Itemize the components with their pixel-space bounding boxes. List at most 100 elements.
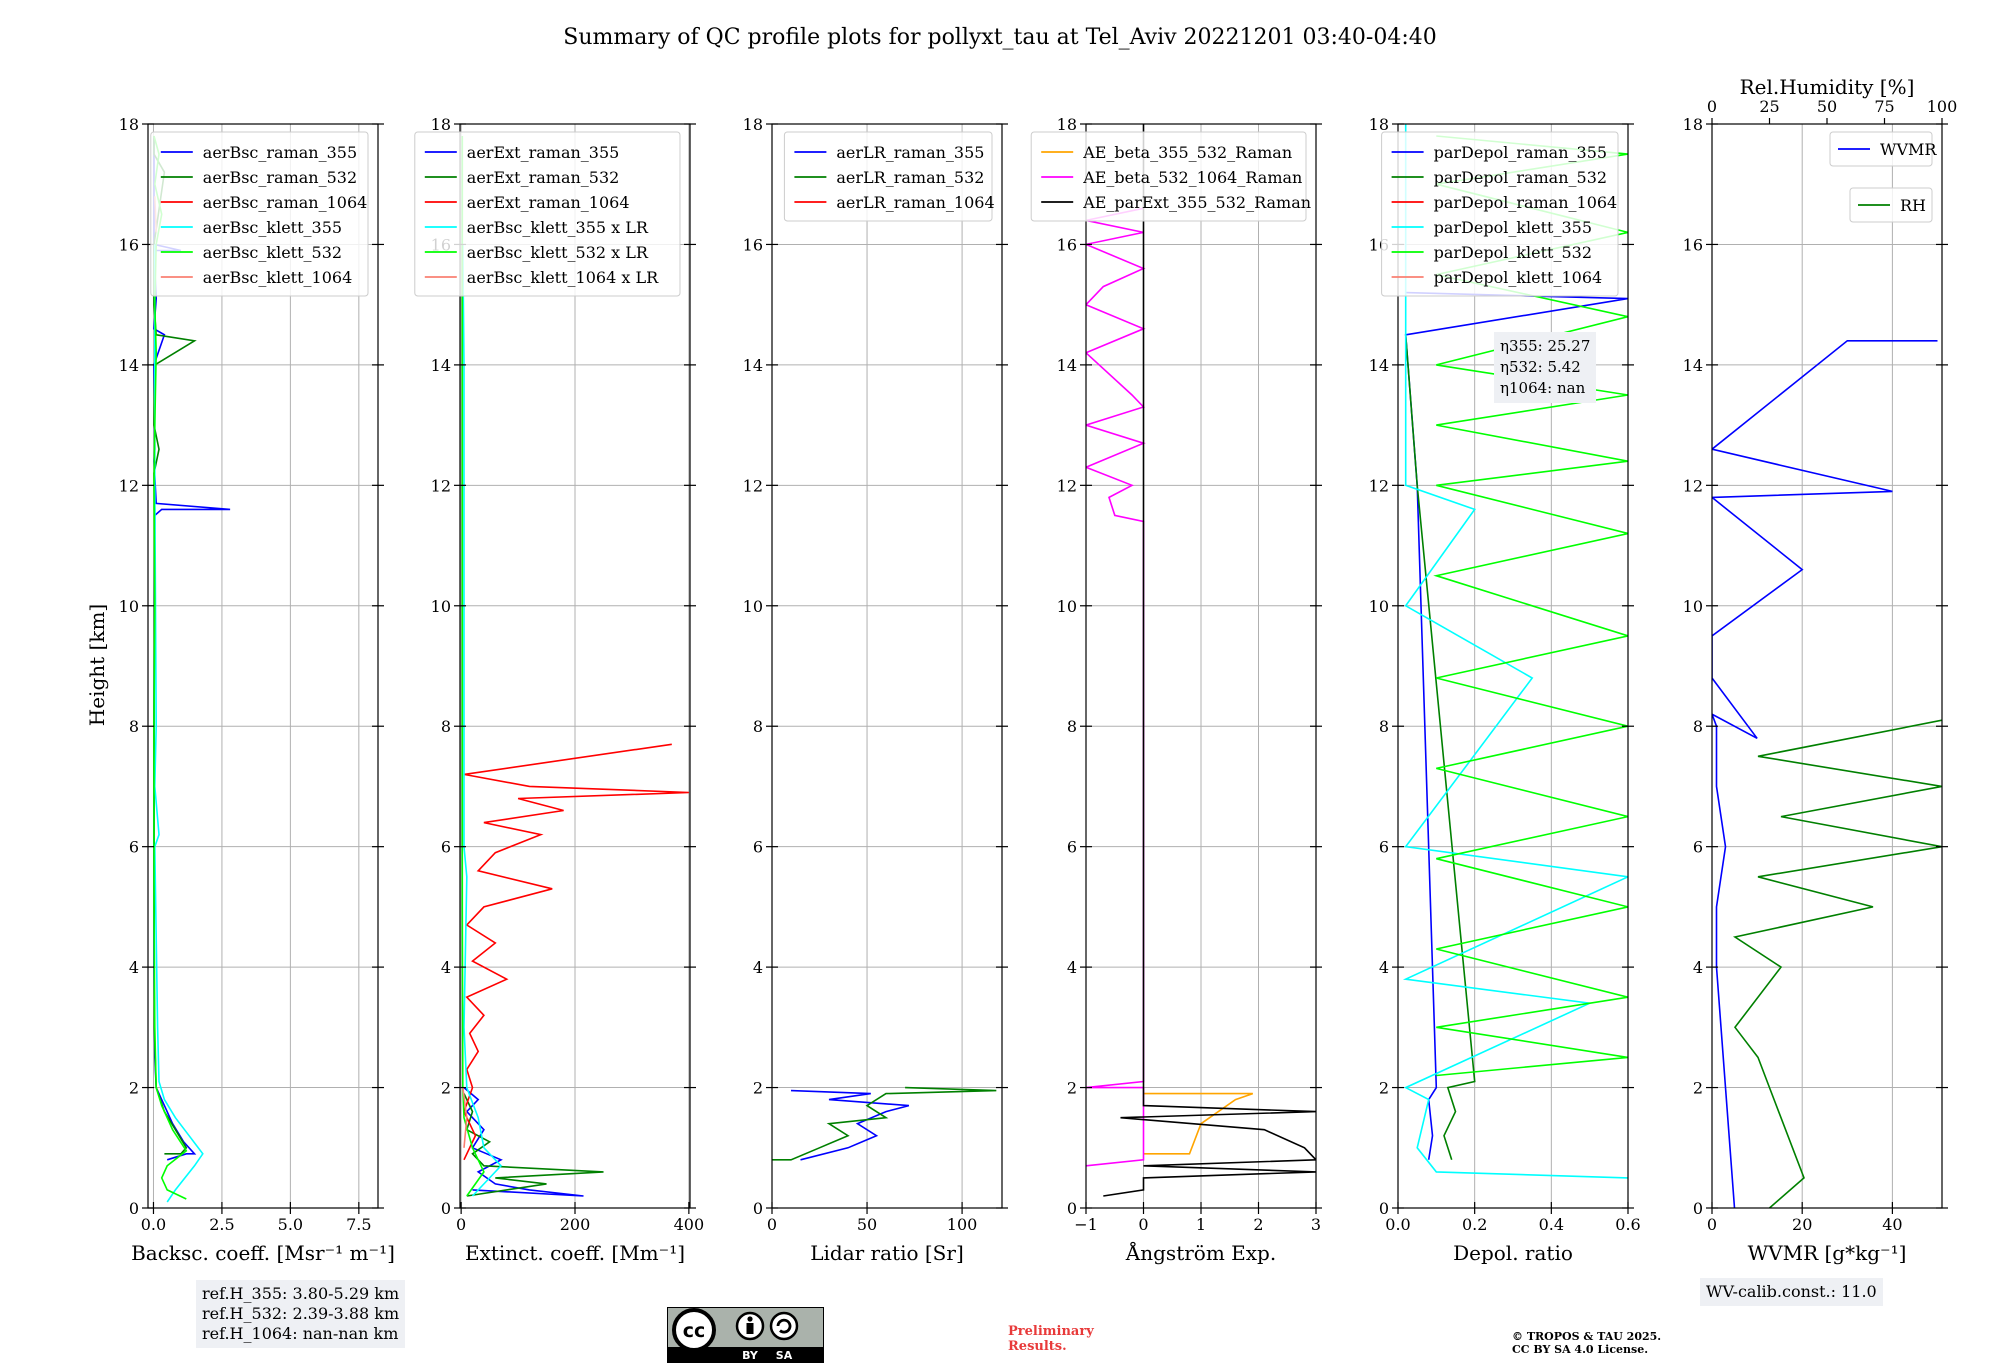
y-tick-label: 4	[1379, 958, 1389, 977]
y-tick-label: 4	[753, 958, 763, 977]
legend-label: aerBsc_raman_1064	[203, 193, 368, 212]
y-tick-label: 16	[119, 235, 139, 254]
preliminary-line-2: Results.	[1008, 1339, 1067, 1354]
series-line-RH	[1732, 719, 1942, 1208]
series-line-AE_beta_355_532_Raman	[1143, 1092, 1254, 1155]
y-tick-label: 16	[743, 235, 763, 254]
legend-label: parDepol_klett_1064	[1434, 268, 1603, 287]
x-tick-label: −1	[1074, 1215, 1098, 1234]
x-tick-label: 0	[767, 1215, 777, 1234]
x-tick-label: 0.4	[1539, 1215, 1564, 1234]
legend-label: aerBsc_klett_1064 x LR	[467, 268, 659, 287]
series-line-aerExt_raman_355	[463, 1086, 584, 1197]
y-tick-label: 14	[1369, 356, 1389, 375]
y-tick-label: 16	[1057, 235, 1077, 254]
panel-1: 0 2 4 6 8 10 12 14 16 18 0.0 2.5 5.0 7.5 Backsc. coeff…	[119, 115, 395, 1265]
reference-height-box: ref.H_355: 3.80-5.29 km ref.H_532: 2.39-…	[196, 1280, 406, 1348]
legend: aerBsc_raman_355 aerBsc_raman_532 aerBsc_r…	[150, 131, 369, 297]
legend: AE_beta_355_532_Raman AE_beta_532_1064_Ra…	[1030, 131, 1311, 222]
legend: aerExt_raman_355 aerExt_raman_532 aerExt_r…	[414, 131, 681, 297]
legend-frame	[414, 131, 681, 297]
legend-frame	[1829, 131, 1933, 167]
figure-title: Summary of QC profile plots for pollyxt_…	[563, 25, 1436, 50]
preliminary-line-1: Preliminary	[1008, 1324, 1094, 1339]
y-tick-label: 18	[1369, 115, 1389, 134]
x-tick-label: 3	[1311, 1215, 1321, 1234]
y-tick-label: 6	[1379, 838, 1389, 857]
y-tick-label: 2	[1067, 1079, 1077, 1098]
y-tick-label: 18	[1057, 115, 1077, 134]
y-axis-label: Height [km]	[85, 604, 109, 726]
cc-by-sa-license-logo: cc BY SA	[667, 1307, 824, 1363]
eta-1064: η1064: nan	[1500, 379, 1586, 397]
y-tick-label: 10	[743, 597, 763, 616]
sa-logo-text: SA	[776, 1349, 793, 1362]
y-tick-label: 0	[129, 1199, 139, 1218]
copyright-line-1: © TROPOS & TAU 2025.	[1512, 1330, 1662, 1343]
y-tick-label: 10	[1683, 597, 1703, 616]
cc-logo-text: cc	[683, 1320, 706, 1342]
legend: RH	[1849, 187, 1933, 223]
x-tick-label: 2.5	[209, 1215, 234, 1234]
top-x-tick-label: 75	[1874, 97, 1894, 116]
y-tick-label: 14	[743, 356, 763, 375]
eta-355: η355: 25.27	[1500, 337, 1591, 355]
axes-frame	[771, 123, 1003, 1209]
x-tick-label: 100	[947, 1215, 978, 1234]
by-logo-text: BY	[742, 1349, 759, 1362]
y-tick-label: 8	[753, 717, 763, 736]
eta-box: η355: 25.27 η532: 5.42 η1064: nan	[1494, 332, 1597, 403]
legend-label: aerBsc_raman_355	[203, 143, 357, 162]
y-tick-label: 10	[1057, 597, 1077, 616]
axes-frame	[1711, 123, 1943, 1209]
y-tick-label: 12	[1057, 476, 1077, 495]
series-group	[461, 136, 689, 1197]
y-tick-label: 12	[1369, 476, 1389, 495]
top-x-axis-label: Rel.Humidity [%]	[1740, 75, 1915, 99]
y-tick-label: 2	[129, 1079, 139, 1098]
legend-label: aerLR_raman_1064	[836, 193, 994, 212]
series-line-AE_parExt_355_532_Raman	[1103, 124, 1316, 1197]
y-tick-label: 4	[129, 958, 139, 977]
series-line-parDepol_raman_532	[1404, 334, 1476, 1161]
y-tick-label: 0	[1067, 1199, 1077, 1218]
y-tick-label: 10	[431, 597, 451, 616]
wv-calib-box: WV-calib.const.: 11.0	[1700, 1278, 1883, 1306]
y-tick-label: 12	[431, 476, 451, 495]
x-axis-label: Extinct. coeff. [Mm⁻¹]	[465, 1241, 685, 1265]
legend: WVMR	[1829, 131, 1937, 167]
legend-label: WVMR	[1880, 140, 1937, 159]
legend-label: parDepol_klett_532	[1434, 243, 1592, 262]
y-tick-label: 14	[119, 356, 139, 375]
x-axis-label: Ångström Exp.	[1125, 1240, 1276, 1265]
x-tick-label: 40	[1882, 1215, 1902, 1234]
y-tick-label: 2	[1379, 1079, 1389, 1098]
series-line-AE_beta_532_1064_Raman	[1086, 207, 1146, 1167]
y-tick-label: 6	[441, 838, 451, 857]
y-tick-label: 18	[431, 115, 451, 134]
series-line-aerExt_raman_1064	[463, 743, 689, 1161]
legend-frame	[150, 131, 369, 297]
legend-label: AE_beta_355_532_Raman	[1082, 143, 1292, 162]
legend-label: aerBsc_klett_532 x LR	[467, 243, 649, 262]
ref-height-1064: ref.H_1064: nan-nan km	[202, 1324, 399, 1343]
legend-label: aerBsc_klett_355 x LR	[467, 218, 649, 237]
legend-label: aerExt_raman_532	[467, 168, 620, 187]
x-tick-label: 0.2	[1462, 1215, 1487, 1234]
y-tick-label: 14	[1057, 356, 1077, 375]
legend-label: aerLR_raman_355	[836, 143, 984, 162]
y-tick-label: 12	[119, 476, 139, 495]
x-tick-label: 0.6	[1615, 1215, 1640, 1234]
legend-label: parDepol_raman_1064	[1434, 193, 1618, 212]
y-tick-label: 14	[431, 356, 451, 375]
legend-frame	[783, 131, 993, 222]
top-x-tick-label: 0	[1707, 97, 1717, 116]
ref-height-355: ref.H_355: 3.80-5.29 km	[202, 1284, 400, 1303]
x-tick-label: 20	[1792, 1215, 1812, 1234]
series-line-aerBsc_klett_532 x LR	[461, 136, 485, 1197]
legend-label: aerBsc_klett_355	[203, 218, 342, 237]
x-tick-label: 5.0	[278, 1215, 303, 1234]
top-x-tick-label: 25	[1759, 97, 1779, 116]
